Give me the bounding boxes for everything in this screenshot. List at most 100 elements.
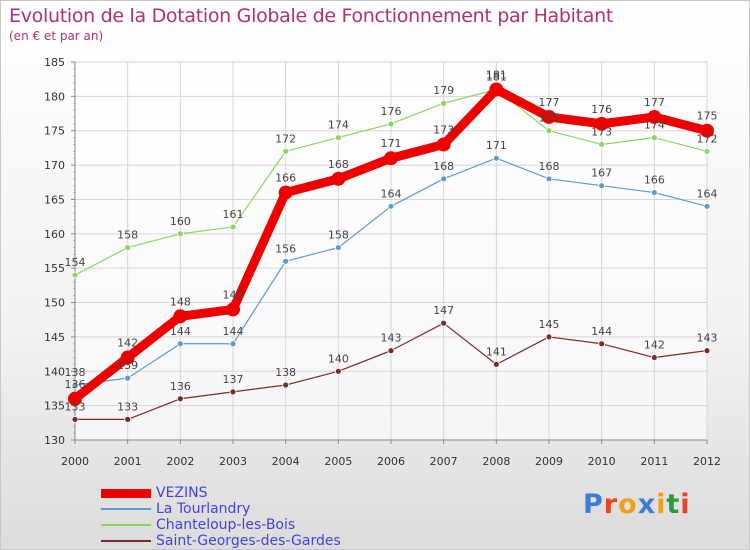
x-tick-label: 2004 bbox=[272, 455, 300, 468]
data-label-chanteloup-les-bois: 173 bbox=[591, 125, 612, 138]
data-label-chanteloup-les-bois: 175 bbox=[539, 112, 560, 125]
data-point-saint-georges-des-gardes bbox=[334, 367, 342, 375]
data-label-saint-georges-des-gardes: 136 bbox=[170, 380, 191, 393]
x-tick-label: 2002 bbox=[166, 455, 194, 468]
data-point-saint-georges-des-gardes bbox=[598, 340, 606, 348]
data-point-vezins bbox=[173, 309, 188, 324]
data-label-vezins: 181 bbox=[486, 68, 507, 81]
data-label-vezins: 171 bbox=[381, 137, 402, 150]
data-point-vezins bbox=[331, 171, 346, 186]
data-point-la-tourlandry bbox=[124, 374, 132, 382]
data-point-la-tourlandry bbox=[282, 257, 290, 265]
data-label-saint-georges-des-gardes: 143 bbox=[697, 332, 718, 345]
data-point-chanteloup-les-bois bbox=[229, 223, 237, 231]
data-label-chanteloup-les-bois: 158 bbox=[117, 229, 138, 242]
data-point-chanteloup-les-bois bbox=[124, 244, 132, 251]
data-point-saint-georges-des-gardes bbox=[176, 395, 184, 403]
y-tick-label: 165 bbox=[44, 193, 65, 206]
legend-swatch-la-tourlandry bbox=[101, 508, 151, 510]
data-point-saint-georges-des-gardes bbox=[229, 388, 237, 396]
data-label-la-tourlandry: 164 bbox=[381, 187, 402, 200]
data-label-vezins: 177 bbox=[644, 96, 665, 109]
data-point-la-tourlandry bbox=[598, 182, 606, 190]
data-point-saint-georges-des-gardes bbox=[282, 381, 290, 389]
data-label-vezins: 175 bbox=[697, 110, 718, 123]
y-tick-label: 175 bbox=[44, 125, 65, 138]
data-label-chanteloup-les-bois: 179 bbox=[433, 84, 454, 97]
y-tick-label: 130 bbox=[44, 434, 65, 447]
data-label-saint-georges-des-gardes: 141 bbox=[486, 345, 507, 358]
data-label-chanteloup-les-bois: 176 bbox=[381, 105, 402, 118]
legend-swatch-vezins bbox=[101, 489, 151, 498]
series bbox=[68, 82, 714, 423]
data-point-vezins bbox=[384, 151, 398, 166]
chart-subtitle: (en € et par an) bbox=[9, 29, 104, 43]
data-label-la-tourlandry: 168 bbox=[539, 160, 560, 173]
data-point-vezins bbox=[120, 350, 135, 365]
data-point-vezins bbox=[594, 116, 609, 131]
data-point-saint-georges-des-gardes bbox=[703, 347, 711, 355]
data-label-la-tourlandry: 166 bbox=[644, 174, 665, 187]
data-label-saint-georges-des-gardes: 145 bbox=[539, 318, 560, 331]
y-tick-label: 155 bbox=[44, 262, 65, 275]
data-point-vezins bbox=[436, 137, 451, 152]
data-point-chanteloup-les-bois bbox=[598, 141, 606, 148]
data-label-la-tourlandry: 164 bbox=[697, 187, 718, 200]
data-label-la-tourlandry: 144 bbox=[170, 325, 191, 338]
data-point-vezins bbox=[68, 391, 82, 406]
data-label-saint-georges-des-gardes: 137 bbox=[223, 373, 244, 386]
x-tick-label: 2001 bbox=[114, 455, 142, 468]
data-point-la-tourlandry bbox=[440, 175, 448, 183]
data-label-saint-georges-des-gardes: 133 bbox=[117, 400, 138, 413]
data-point-chanteloup-les-bois bbox=[282, 147, 290, 155]
data-label-la-tourlandry: 138 bbox=[65, 366, 86, 379]
data-label-vezins: 142 bbox=[117, 337, 138, 350]
data-point-la-tourlandry bbox=[334, 244, 342, 251]
data-point-saint-georges-des-gardes bbox=[440, 319, 448, 327]
axes: 130 135 140 145 150 155 160 165 170 175 180 185 2000… bbox=[44, 56, 721, 468]
data-label-saint-georges-des-gardes: 133 bbox=[65, 400, 86, 413]
data-point-la-tourlandry bbox=[703, 202, 711, 210]
data-point-saint-georges-des-gardes bbox=[492, 360, 500, 368]
x-tick-label: 2008 bbox=[482, 455, 510, 468]
chart-title: Evolution de la Dotation Globale de Fonc… bbox=[9, 5, 614, 27]
data-point-chanteloup-les-bois bbox=[703, 147, 711, 155]
y-tick-label: 150 bbox=[44, 297, 65, 310]
data-point-saint-georges-des-gardes bbox=[387, 347, 395, 355]
x-tick-label: 2006 bbox=[377, 455, 405, 468]
data-point-vezins bbox=[489, 82, 504, 97]
x-tick-label: 2007 bbox=[430, 455, 458, 468]
data-label-la-tourlandry: 158 bbox=[328, 229, 349, 242]
data-label-chanteloup-les-bois: 174 bbox=[328, 119, 349, 132]
data-point-saint-georges-des-gardes bbox=[124, 415, 132, 423]
data-point-saint-georges-des-gardes bbox=[71, 415, 79, 423]
data-point-chanteloup-les-bois bbox=[71, 271, 79, 279]
legend-label-chanteloup-les-bois: Chanteloup-les-Bois bbox=[156, 517, 296, 533]
x-tick-label: 2000 bbox=[61, 455, 89, 468]
data-point-saint-georges-des-gardes bbox=[545, 333, 553, 341]
x-tick-label: 2003 bbox=[219, 455, 247, 468]
data-label-la-tourlandry: 168 bbox=[433, 160, 454, 173]
data-point-la-tourlandry bbox=[650, 189, 658, 196]
data-point-la-tourlandry bbox=[545, 175, 553, 183]
data-label-vezins: 136 bbox=[65, 378, 86, 391]
data-label-saint-georges-des-gardes: 144 bbox=[591, 325, 612, 338]
data-label-vezins: 148 bbox=[170, 295, 191, 308]
data-point-la-tourlandry bbox=[229, 340, 237, 348]
y-tick-label: 145 bbox=[44, 331, 65, 344]
data-label-saint-georges-des-gardes: 143 bbox=[381, 332, 402, 345]
legend-label-vezins: VEZINS bbox=[156, 485, 208, 501]
data-label-vezins: 173 bbox=[433, 123, 454, 136]
data-point-la-tourlandry bbox=[71, 381, 79, 389]
data-label-chanteloup-les-bois: 172 bbox=[697, 132, 718, 145]
data-point-chanteloup-les-bois bbox=[650, 134, 658, 142]
legend-swatch-chanteloup-les-bois bbox=[101, 524, 151, 526]
data-point-chanteloup-les-bois bbox=[545, 127, 553, 135]
y-tick-label: 140 bbox=[44, 365, 65, 378]
data-point-la-tourlandry bbox=[387, 202, 395, 210]
data-label-vezins: 177 bbox=[539, 96, 560, 109]
proxiti-logo: Proxiti bbox=[583, 489, 691, 520]
data-label-saint-georges-des-gardes: 140 bbox=[328, 352, 349, 365]
data-label-chanteloup-les-bois: 181 bbox=[486, 70, 507, 83]
